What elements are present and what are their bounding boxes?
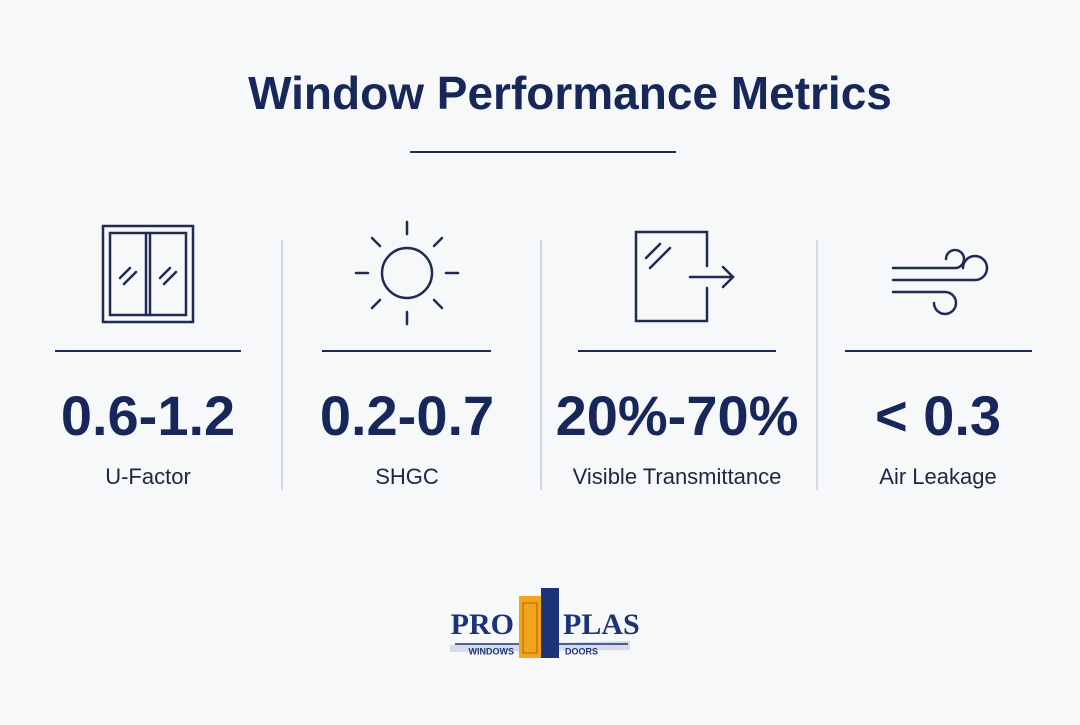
metric-value: < 0.3	[875, 384, 1001, 447]
metric-value: 20%-70%	[556, 384, 799, 447]
logo-right-sub: DOORS	[565, 646, 598, 656]
title: Window Performance Metrics	[248, 67, 892, 119]
metric-value: 0.2-0.7	[320, 384, 494, 447]
wind-icon	[891, 248, 989, 316]
logo-building	[519, 596, 541, 658]
metrics: 0.6-1.2 U-Factor 0.2-0.7 SHGC 20%-70% Visible…	[61, 384, 1001, 489]
logo-window	[522, 602, 538, 654]
metric-value: 0.6-1.2	[61, 384, 235, 447]
logo-left-sub: WINDOWS	[469, 646, 515, 656]
metric-label: Air Leakage	[879, 464, 996, 489]
metric-label: Visible Transmittance	[573, 464, 782, 489]
window-icon	[101, 224, 195, 324]
logo-right: PLAS	[563, 608, 640, 641]
logo-left: PRO	[451, 608, 514, 641]
logo-door	[541, 588, 559, 658]
metric-label: SHGC	[375, 464, 439, 489]
transmittance-icon	[634, 230, 735, 323]
sun-icon	[354, 220, 460, 326]
logo: PRO PLAS WINDOWS DOORS	[450, 588, 640, 658]
metric-label: U-Factor	[105, 464, 191, 489]
